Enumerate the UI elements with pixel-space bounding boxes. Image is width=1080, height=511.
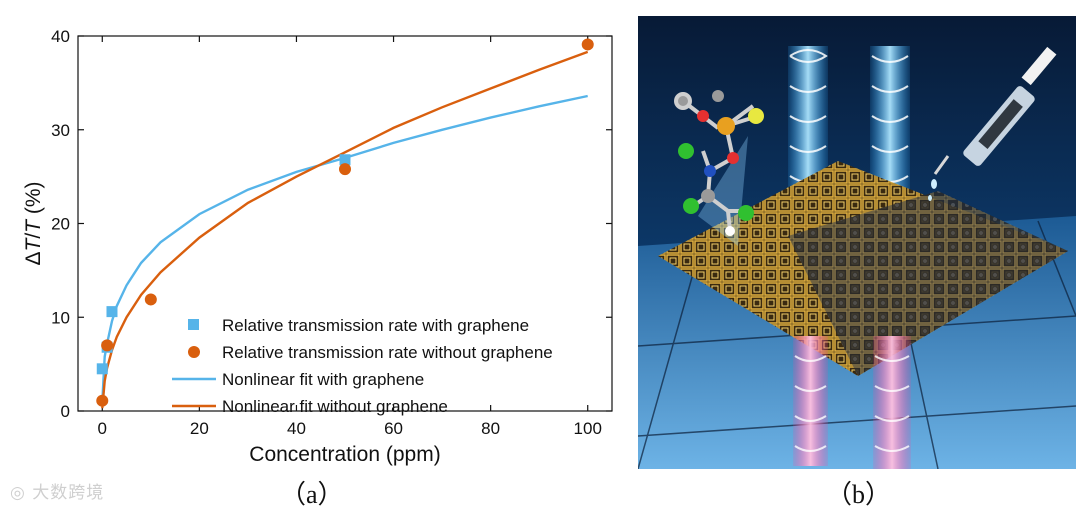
legend-marker-square <box>188 319 199 330</box>
data-point-circle <box>339 163 351 176</box>
molecule-projection <box>698 136 748 246</box>
y-tick-label: 10 <box>51 308 70 327</box>
transmitted-beam-right <box>873 336 911 469</box>
sensor-illustration <box>638 16 1076 469</box>
y-tick-label: 0 <box>61 402 70 421</box>
x-tick-label: 80 <box>481 419 500 438</box>
legend-label: Relative transmission rate with graphene <box>222 316 529 335</box>
y-axis-label-part: Δ <box>22 251 45 265</box>
transmitted-beam-left <box>793 336 828 466</box>
watermark-text: 大数跨境 <box>32 483 105 503</box>
data-point-circle <box>144 293 157 306</box>
y-axis-label: ΔT/T (%) <box>22 181 45 265</box>
watermark-icon: ◎ <box>10 483 26 503</box>
legend-marker-circle <box>188 346 200 358</box>
legend-label: Nonlinear fit with graphene <box>222 370 424 389</box>
panel-label-b: （b） <box>826 480 892 509</box>
y-tick-label: 30 <box>51 121 70 140</box>
wave-helix-pink <box>794 355 910 452</box>
x-axis-label: Concentration (ppm) <box>249 443 440 466</box>
data-point-circle <box>581 38 594 51</box>
data-point-circle <box>96 394 109 407</box>
x-tick-label: 0 <box>98 419 107 438</box>
fit-line <box>101 94 588 402</box>
y-tick-label: 20 <box>51 215 70 234</box>
y-axis-label-part: T <box>22 218 45 233</box>
molecule-icon <box>674 90 764 236</box>
syringe-icon <box>928 46 1057 201</box>
x-tick-label: 40 <box>287 419 306 438</box>
data-point-square <box>96 363 108 375</box>
data-point-square <box>106 306 118 318</box>
data-point-square <box>339 154 351 166</box>
y-axis-label-part: (%) <box>22 181 45 220</box>
legend-label: Nonlinear fit without graphene <box>222 397 448 416</box>
legend-label: Relative transmission rate without graph… <box>222 343 553 362</box>
fit-line <box>101 50 589 409</box>
x-tick-label: 20 <box>190 419 209 438</box>
graphene-region <box>788 191 1068 376</box>
x-tick-label: 60 <box>384 419 403 438</box>
y-axis-label-part: T <box>22 236 45 251</box>
y-axis-label-part: / <box>22 233 45 239</box>
y-tick-label: 40 <box>51 27 70 46</box>
data-point-circle <box>101 339 114 352</box>
x-tick-label: 100 <box>574 419 602 438</box>
watermark: ◎ 大数跨境 <box>10 478 104 503</box>
panel-label-a: （a） <box>280 480 344 509</box>
